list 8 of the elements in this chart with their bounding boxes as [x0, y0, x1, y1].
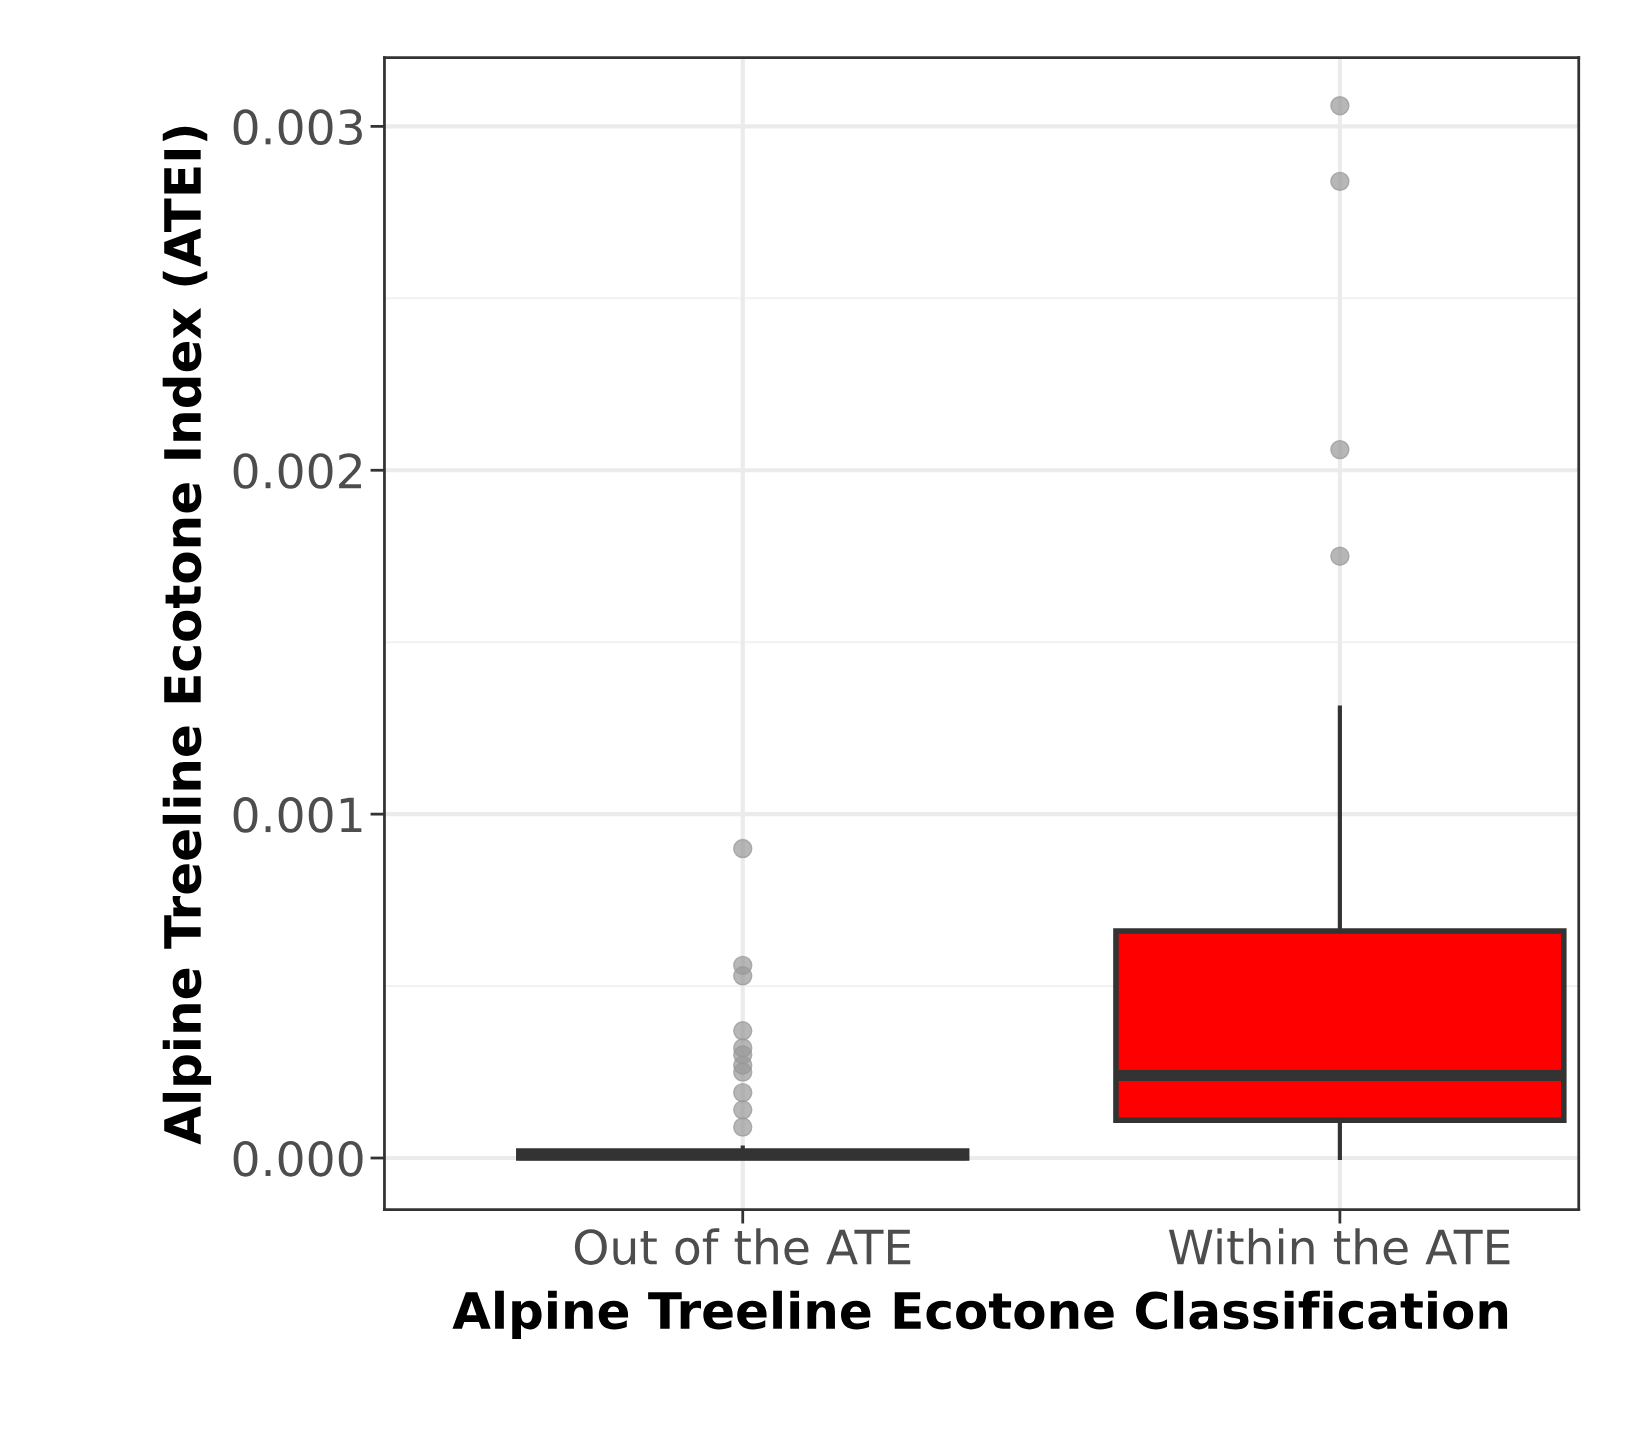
- y-tick-label: 0.000: [233, 1140, 363, 1177]
- y-tick-label: 0.001: [233, 797, 362, 833]
- x-axis-title: Alpine Treeline Ecotone Classification: [452, 1290, 1508, 1340]
- y-tick-label: 0.003: [233, 109, 362, 145]
- y-axis-title: Alpine Treeline Ecotone Index (ATEI): [162, 126, 212, 1145]
- y-tick-label: 0.002: [233, 453, 361, 489]
- x-tick-label: Within the ATE: [1168, 1228, 1510, 1265]
- x-tick-label: Out of the ATE: [574, 1228, 911, 1265]
